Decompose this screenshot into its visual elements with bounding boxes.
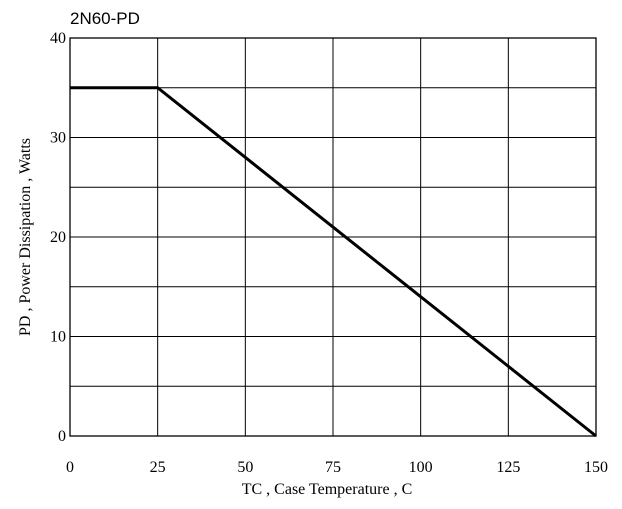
y-axis-label: PD , Power Dissipation , Watts: [17, 138, 34, 336]
y-tick-label: 10: [50, 329, 66, 346]
x-axis-label: TC , Case Temperature , C: [242, 481, 413, 498]
x-tick-label: 0: [66, 459, 74, 476]
x-tick-label: 25: [150, 459, 166, 476]
y-tick-label: 20: [50, 229, 66, 246]
x-tick-label: 75: [325, 459, 341, 476]
y-tick-label: 0: [58, 428, 66, 445]
x-tick-label: 100: [409, 459, 433, 476]
x-tick-label: 125: [496, 459, 520, 476]
y-tick-label: 30: [50, 130, 66, 147]
grid: [70, 38, 596, 436]
plot-frame: [69, 37, 597, 437]
y-tick-labels: 0 10 20 30 40: [50, 30, 66, 445]
chart-title: 2N60-PD: [70, 9, 140, 28]
x-tick-label: 50: [237, 459, 253, 476]
x-tick-labels: 0 25 50 75 100 125 150: [66, 459, 608, 476]
series-layer: [69, 86, 597, 438]
x-tick-label: 150: [584, 459, 608, 476]
y-tick-label: 40: [50, 30, 66, 47]
